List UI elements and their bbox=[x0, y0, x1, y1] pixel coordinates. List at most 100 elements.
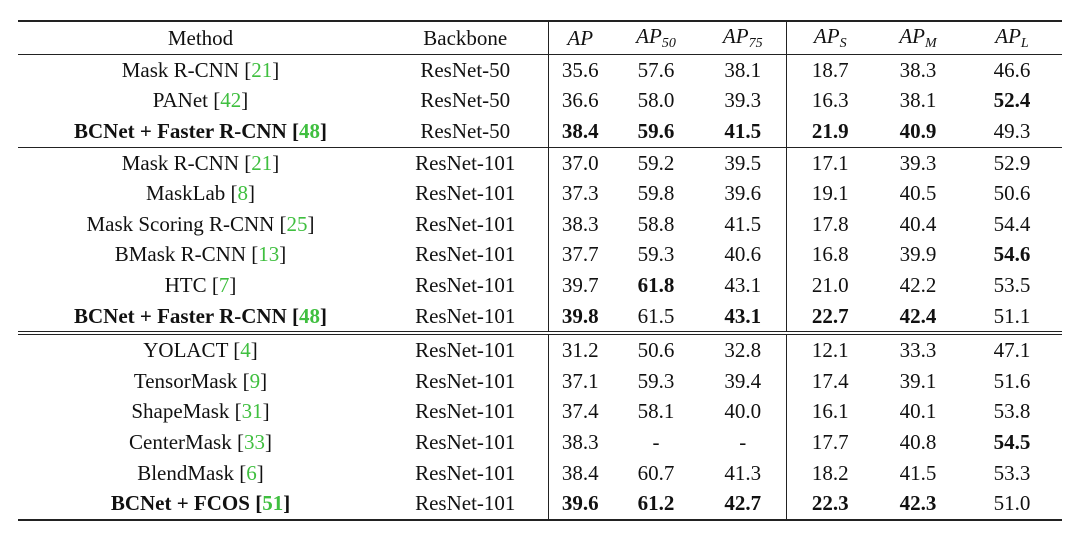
table-row: YOLACT 4ResNet-10131.250.632.812.133.347… bbox=[18, 331, 1062, 366]
value-cell: 40.1 bbox=[899, 399, 937, 424]
value-cell: 53.8 bbox=[993, 399, 1031, 424]
value-cell: 52.4 bbox=[993, 88, 1031, 113]
backbone-cell: ResNet-101 bbox=[383, 300, 549, 334]
value-cell: 51.0 bbox=[962, 488, 1062, 521]
table-row: Mask Scoring R-CNN 25ResNet-10138.358.84… bbox=[18, 208, 1062, 240]
method-cell: BCNet + FCOS 51 bbox=[18, 488, 383, 521]
table-row: BCNet + Faster R-CNN 48ResNet-10139.861.… bbox=[18, 300, 1062, 334]
value-cell: 39.6 bbox=[548, 488, 612, 521]
value-cell: 31.2 bbox=[548, 331, 612, 366]
value-cell: 38.4 bbox=[561, 460, 599, 485]
value-cell: 43.1 bbox=[700, 270, 787, 301]
backbone-cell: ResNet-101 bbox=[383, 239, 549, 271]
backbone-cell: ResNet-101 bbox=[383, 178, 549, 209]
method-name: HTC bbox=[164, 272, 207, 297]
value-cell: 37.3 bbox=[561, 181, 599, 206]
value-cell: 39.8 bbox=[561, 303, 599, 328]
value-cell: 37.0 bbox=[548, 146, 612, 179]
value-cell: 33.3 bbox=[874, 331, 962, 366]
value-cell: 22.3 bbox=[786, 488, 874, 521]
value-cell: 38.3 bbox=[899, 57, 937, 82]
value-cell: 39.5 bbox=[700, 146, 787, 179]
value-cell: 17.1 bbox=[786, 146, 874, 179]
citation: 9 bbox=[243, 369, 268, 393]
value-cell: 21.0 bbox=[811, 272, 849, 297]
value-cell: 40.9 bbox=[899, 118, 937, 143]
value-cell: 42.7 bbox=[700, 488, 787, 521]
table-body: Mask R-CNN 21ResNet-5035.657.638.118.738… bbox=[18, 54, 1062, 521]
backbone-cell: ResNet-50 bbox=[383, 116, 549, 148]
backbone-cell: ResNet-101 bbox=[383, 146, 549, 179]
table-row: ShapeMask 31ResNet-10137.458.140.016.140… bbox=[18, 396, 1062, 428]
value-cell: 41.3 bbox=[700, 457, 787, 489]
value-cell: 61.2 bbox=[612, 488, 700, 521]
method-cell: BCNet + Faster R-CNN 48 bbox=[18, 301, 383, 334]
column-header: Backbone bbox=[383, 20, 549, 55]
column-header: Method bbox=[18, 20, 383, 55]
value-cell: 39.4 bbox=[700, 365, 787, 397]
column-header: AP bbox=[548, 20, 612, 55]
citation: 8 bbox=[231, 181, 256, 205]
method-name: MaskLab bbox=[145, 181, 226, 206]
method-name: CenterMask bbox=[129, 429, 232, 454]
value-cell: 18.2 bbox=[811, 460, 849, 485]
value-cell: 17.7 bbox=[811, 429, 849, 454]
value-cell: 18.7 bbox=[811, 57, 849, 82]
method-name: Mask R-CNN bbox=[121, 150, 239, 175]
citation: 33 bbox=[237, 430, 272, 454]
value-cell: 36.6 bbox=[561, 88, 599, 113]
value-cell: 22.7 bbox=[811, 303, 849, 328]
value-cell: 39.7 bbox=[561, 272, 599, 297]
value-cell: 37.7 bbox=[561, 242, 599, 267]
column-header: AP50 bbox=[612, 20, 700, 55]
citation: 48 bbox=[292, 119, 327, 143]
value-cell: 35.6 bbox=[561, 57, 599, 82]
value-cell: 40.8 bbox=[899, 429, 937, 454]
citation: 31 bbox=[235, 399, 270, 423]
header-text: AP bbox=[899, 24, 925, 48]
column-header: APS bbox=[786, 20, 874, 55]
header-subscript: M bbox=[924, 36, 937, 51]
value-cell: 41.5 bbox=[700, 116, 787, 148]
value-cell: 38.1 bbox=[700, 54, 787, 86]
method-cell: ShapeMask 31 bbox=[18, 397, 383, 428]
value-cell: 51.1 bbox=[993, 303, 1031, 328]
value-cell: 51.6 bbox=[993, 368, 1031, 393]
backbone-cell: ResNet-101 bbox=[383, 208, 549, 240]
header-subscript: S bbox=[839, 36, 847, 51]
method-name: YOLACT bbox=[143, 338, 229, 363]
method-cell: Mask Scoring R-CNN 25 bbox=[18, 209, 383, 240]
method-cell: TensorMask 9 bbox=[18, 366, 383, 397]
results-table: Method Backbone AP AP50 AP75 APS APM APL Mask R… bbox=[18, 20, 1062, 521]
backbone-cell: ResNet-101 bbox=[383, 427, 549, 458]
method-name: BCNet + Faster R-CNN bbox=[73, 118, 287, 143]
value-cell: 41.5 bbox=[899, 460, 937, 485]
method-name: BlendMask bbox=[137, 460, 235, 485]
method-cell: PANet 42 bbox=[18, 86, 383, 117]
value-cell: 58.0 bbox=[637, 88, 675, 113]
value-cell: 59.6 bbox=[637, 118, 675, 143]
value-cell: 53.5 bbox=[993, 272, 1031, 297]
citation: 6 bbox=[239, 461, 264, 485]
header-subscript: 75 bbox=[748, 36, 763, 51]
table-row: BMask R-CNN 13ResNet-10137.759.340.616.8… bbox=[18, 239, 1062, 271]
citation: 25 bbox=[280, 212, 315, 236]
method-cell: YOLACT 4 bbox=[18, 331, 383, 366]
value-cell: 61.8 bbox=[637, 272, 675, 297]
value-cell: 50.6 bbox=[993, 181, 1031, 206]
backbone-cell: ResNet-50 bbox=[383, 54, 549, 86]
table-row: MaskLab 8ResNet-10137.359.839.619.140.55… bbox=[18, 178, 1062, 209]
table-row: Mask R-CNN 21ResNet-5035.657.638.118.738… bbox=[18, 54, 1062, 86]
value-cell: 40.0 bbox=[700, 396, 787, 428]
header-text: Backbone bbox=[423, 25, 508, 50]
method-name: ShapeMask bbox=[131, 399, 230, 424]
value-cell: 40.4 bbox=[899, 211, 937, 236]
method-cell: CenterMask 33 bbox=[18, 427, 383, 458]
method-name: BCNet + Faster R-CNN bbox=[73, 303, 287, 328]
value-cell: 58.1 bbox=[637, 399, 675, 424]
method-name: Mask Scoring R-CNN bbox=[86, 211, 275, 236]
value-cell: 37.4 bbox=[561, 399, 599, 424]
backbone-cell: ResNet-101 bbox=[383, 488, 549, 521]
